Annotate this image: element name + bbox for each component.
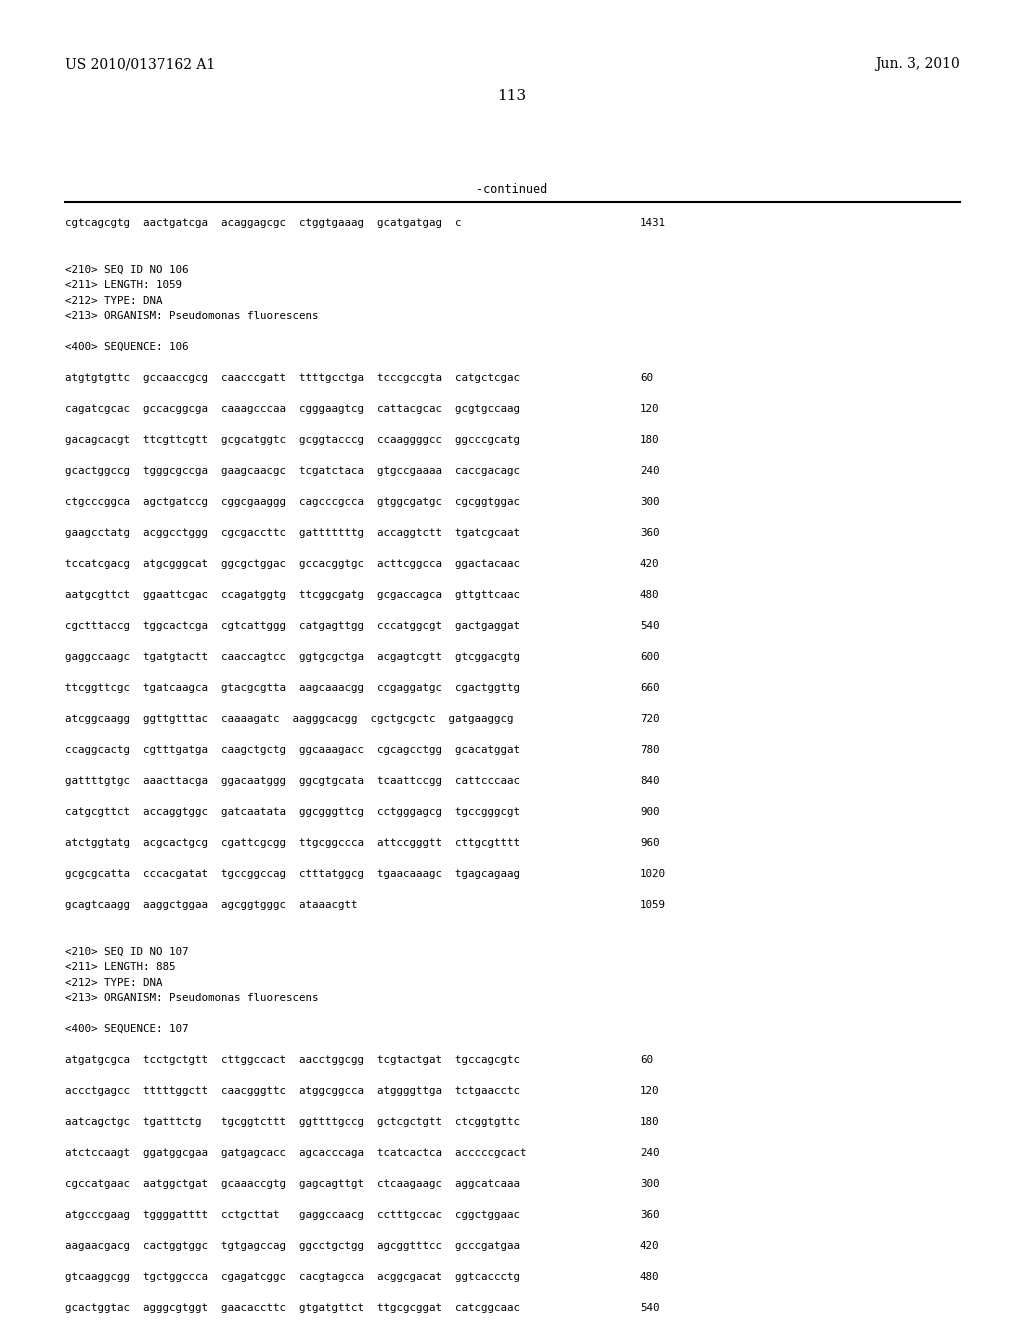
Text: 120: 120 <box>640 1086 659 1096</box>
Text: gcactggtac  agggcgtggt  gaacaccttc  gtgatgttct  ttgcgcggat  catcggcaac: gcactggtac agggcgtggt gaacaccttc gtgatgt… <box>65 1303 520 1313</box>
Text: 720: 720 <box>640 714 659 723</box>
Text: aagaacgacg  cactggtggc  tgtgagccag  ggcctgctgg  agcggtttcc  gcccgatgaa: aagaacgacg cactggtggc tgtgagccag ggcctgc… <box>65 1241 520 1251</box>
Text: <211> LENGTH: 885: <211> LENGTH: 885 <box>65 962 175 972</box>
Text: 60: 60 <box>640 374 653 383</box>
Text: <212> TYPE: DNA: <212> TYPE: DNA <box>65 296 163 305</box>
Text: gaagcctatg  acggcctggg  cgcgaccttc  gatttttttg  accaggtctt  tgatcgcaat: gaagcctatg acggcctggg cgcgaccttc gattttt… <box>65 528 520 539</box>
Text: ctgcccggca  agctgatccg  cggcgaaggg  cagcccgcca  gtggcgatgc  cgcggtggac: ctgcccggca agctgatccg cggcgaaggg cagcccg… <box>65 498 520 507</box>
Text: 60: 60 <box>640 1055 653 1065</box>
Text: 900: 900 <box>640 807 659 817</box>
Text: <211> LENGTH: 1059: <211> LENGTH: 1059 <box>65 280 182 290</box>
Text: atctccaagt  ggatggcgaa  gatgagcacc  agcacccaga  tcatcactca  acccccgcact: atctccaagt ggatggcgaa gatgagcacc agcaccc… <box>65 1148 526 1158</box>
Text: 1020: 1020 <box>640 869 666 879</box>
Text: 360: 360 <box>640 528 659 539</box>
Text: <210> SEQ ID NO 106: <210> SEQ ID NO 106 <box>65 264 188 275</box>
Text: gcgcgcatta  cccacgatat  tgccggccag  ctttatggcg  tgaacaaagc  tgagcagaag: gcgcgcatta cccacgatat tgccggccag ctttatg… <box>65 869 520 879</box>
Text: Jun. 3, 2010: Jun. 3, 2010 <box>876 57 961 71</box>
Text: 960: 960 <box>640 838 659 847</box>
Text: 420: 420 <box>640 1241 659 1251</box>
Text: atgtgtgttc  gccaaccgcg  caacccgatt  ttttgcctga  tcccgccgta  catgctcgac: atgtgtgttc gccaaccgcg caacccgatt ttttgcc… <box>65 374 520 383</box>
Text: cgccatgaac  aatggctgat  gcaaaccgtg  gagcagttgt  ctcaagaagc  aggcatcaaa: cgccatgaac aatggctgat gcaaaccgtg gagcagt… <box>65 1179 520 1189</box>
Text: <213> ORGANISM: Pseudomonas fluorescens: <213> ORGANISM: Pseudomonas fluorescens <box>65 312 318 321</box>
Text: 780: 780 <box>640 744 659 755</box>
Text: gtcaaggcgg  tgctggccca  cgagatcggc  cacgtagcca  acggcgacat  ggtcaccctg: gtcaaggcgg tgctggccca cgagatcggc cacgtag… <box>65 1272 520 1282</box>
Text: 540: 540 <box>640 1303 659 1313</box>
Text: catgcgttct  accaggtggc  gatcaatata  ggcgggttcg  cctgggagcg  tgccgggcgt: catgcgttct accaggtggc gatcaatata ggcgggt… <box>65 807 520 817</box>
Text: 180: 180 <box>640 436 659 445</box>
Text: aatgcgttct  ggaattcgac  ccagatggtg  ttcggcgatg  gcgaccagca  gttgttcaac: aatgcgttct ggaattcgac ccagatggtg ttcggcg… <box>65 590 520 601</box>
Text: 840: 840 <box>640 776 659 785</box>
Text: gcactggccg  tgggcgccga  gaagcaacgc  tcgatctaca  gtgccgaaaa  caccgacagc: gcactggccg tgggcgccga gaagcaacgc tcgatct… <box>65 466 520 477</box>
Text: accctgagcc  tttttggctt  caacgggttc  atggcggcca  atggggttga  tctgaacctc: accctgagcc tttttggctt caacgggttc atggcgg… <box>65 1086 520 1096</box>
Text: tccatcgacg  atgcgggcat  ggcgctggac  gccacggtgc  acttcggcca  ggactacaac: tccatcgacg atgcgggcat ggcgctggac gccacgg… <box>65 558 520 569</box>
Text: <210> SEQ ID NO 107: <210> SEQ ID NO 107 <box>65 946 188 957</box>
Text: atcggcaagg  ggttgtttac  caaaagatc  aagggcacgg  cgctgcgctc  gatgaaggcg: atcggcaagg ggttgtttac caaaagatc aagggcac… <box>65 714 513 723</box>
Text: 1431: 1431 <box>640 218 666 228</box>
Text: ccaggcactg  cgtttgatga  caagctgctg  ggcaaagacc  cgcagcctgg  gcacatggat: ccaggcactg cgtttgatga caagctgctg ggcaaag… <box>65 744 520 755</box>
Text: <400> SEQUENCE: 107: <400> SEQUENCE: 107 <box>65 1024 188 1034</box>
Text: cagatcgcac  gccacggcga  caaagcccaa  cgggaagtcg  cattacgcac  gcgtgccaag: cagatcgcac gccacggcga caaagcccaa cgggaag… <box>65 404 520 414</box>
Text: 180: 180 <box>640 1117 659 1127</box>
Text: <213> ORGANISM: Pseudomonas fluorescens: <213> ORGANISM: Pseudomonas fluorescens <box>65 993 318 1003</box>
Text: <400> SEQUENCE: 106: <400> SEQUENCE: 106 <box>65 342 188 352</box>
Text: aatcagctgc  tgatttctg   tgcggtcttt  ggttttgccg  gctcgctgtt  ctcggtgttc: aatcagctgc tgatttctg tgcggtcttt ggttttgc… <box>65 1117 520 1127</box>
Text: 480: 480 <box>640 590 659 601</box>
Text: cgtcagcgtg  aactgatcga  acaggagcgc  ctggtgaaag  gcatgatgag  c: cgtcagcgtg aactgatcga acaggagcgc ctggtga… <box>65 218 462 228</box>
Text: 240: 240 <box>640 1148 659 1158</box>
Text: 300: 300 <box>640 498 659 507</box>
Text: -continued: -continued <box>476 183 548 195</box>
Text: 660: 660 <box>640 682 659 693</box>
Text: 540: 540 <box>640 620 659 631</box>
Text: gaggccaagc  tgatgtactt  caaccagtcc  ggtgcgctga  acgagtcgtt  gtcggacgtg: gaggccaagc tgatgtactt caaccagtcc ggtgcgc… <box>65 652 520 663</box>
Text: gcagtcaagg  aaggctggaa  agcggtgggc  ataaacgtt: gcagtcaagg aaggctggaa agcggtgggc ataaacg… <box>65 900 357 909</box>
Text: 600: 600 <box>640 652 659 663</box>
Text: 240: 240 <box>640 466 659 477</box>
Text: atgatgcgca  tcctgctgtt  cttggccact  aacctggcgg  tcgtactgat  tgccagcgtc: atgatgcgca tcctgctgtt cttggccact aacctgg… <box>65 1055 520 1065</box>
Text: 113: 113 <box>498 88 526 103</box>
Text: US 2010/0137162 A1: US 2010/0137162 A1 <box>65 57 215 71</box>
Text: atctggtatg  acgcactgcg  cgattcgcgg  ttgcggccca  attccgggtt  cttgcgtttt: atctggtatg acgcactgcg cgattcgcgg ttgcggc… <box>65 838 520 847</box>
Text: cgctttaccg  tggcactcga  cgtcattggg  catgagttgg  cccatggcgt  gactgaggat: cgctttaccg tggcactcga cgtcattggg catgagt… <box>65 620 520 631</box>
Text: <212> TYPE: DNA: <212> TYPE: DNA <box>65 978 163 987</box>
Text: 360: 360 <box>640 1210 659 1220</box>
Text: ttcggttcgc  tgatcaagca  gtacgcgtta  aagcaaacgg  ccgaggatgc  cgactggttg: ttcggttcgc tgatcaagca gtacgcgtta aagcaaa… <box>65 682 520 693</box>
Text: 300: 300 <box>640 1179 659 1189</box>
Text: 120: 120 <box>640 404 659 414</box>
Text: gacagcacgt  ttcgttcgtt  gcgcatggtc  gcggtacccg  ccaaggggcc  ggcccgcatg: gacagcacgt ttcgttcgtt gcgcatggtc gcggtac… <box>65 436 520 445</box>
Text: gattttgtgc  aaacttacga  ggacaatggg  ggcgtgcata  tcaattccgg  cattcccaac: gattttgtgc aaacttacga ggacaatggg ggcgtgc… <box>65 776 520 785</box>
Text: 1059: 1059 <box>640 900 666 909</box>
Text: 480: 480 <box>640 1272 659 1282</box>
Text: atgcccgaag  tggggatttt  cctgcttat   gaggccaacg  cctttgccac  cggctggaac: atgcccgaag tggggatttt cctgcttat gaggccaa… <box>65 1210 520 1220</box>
Text: 420: 420 <box>640 558 659 569</box>
